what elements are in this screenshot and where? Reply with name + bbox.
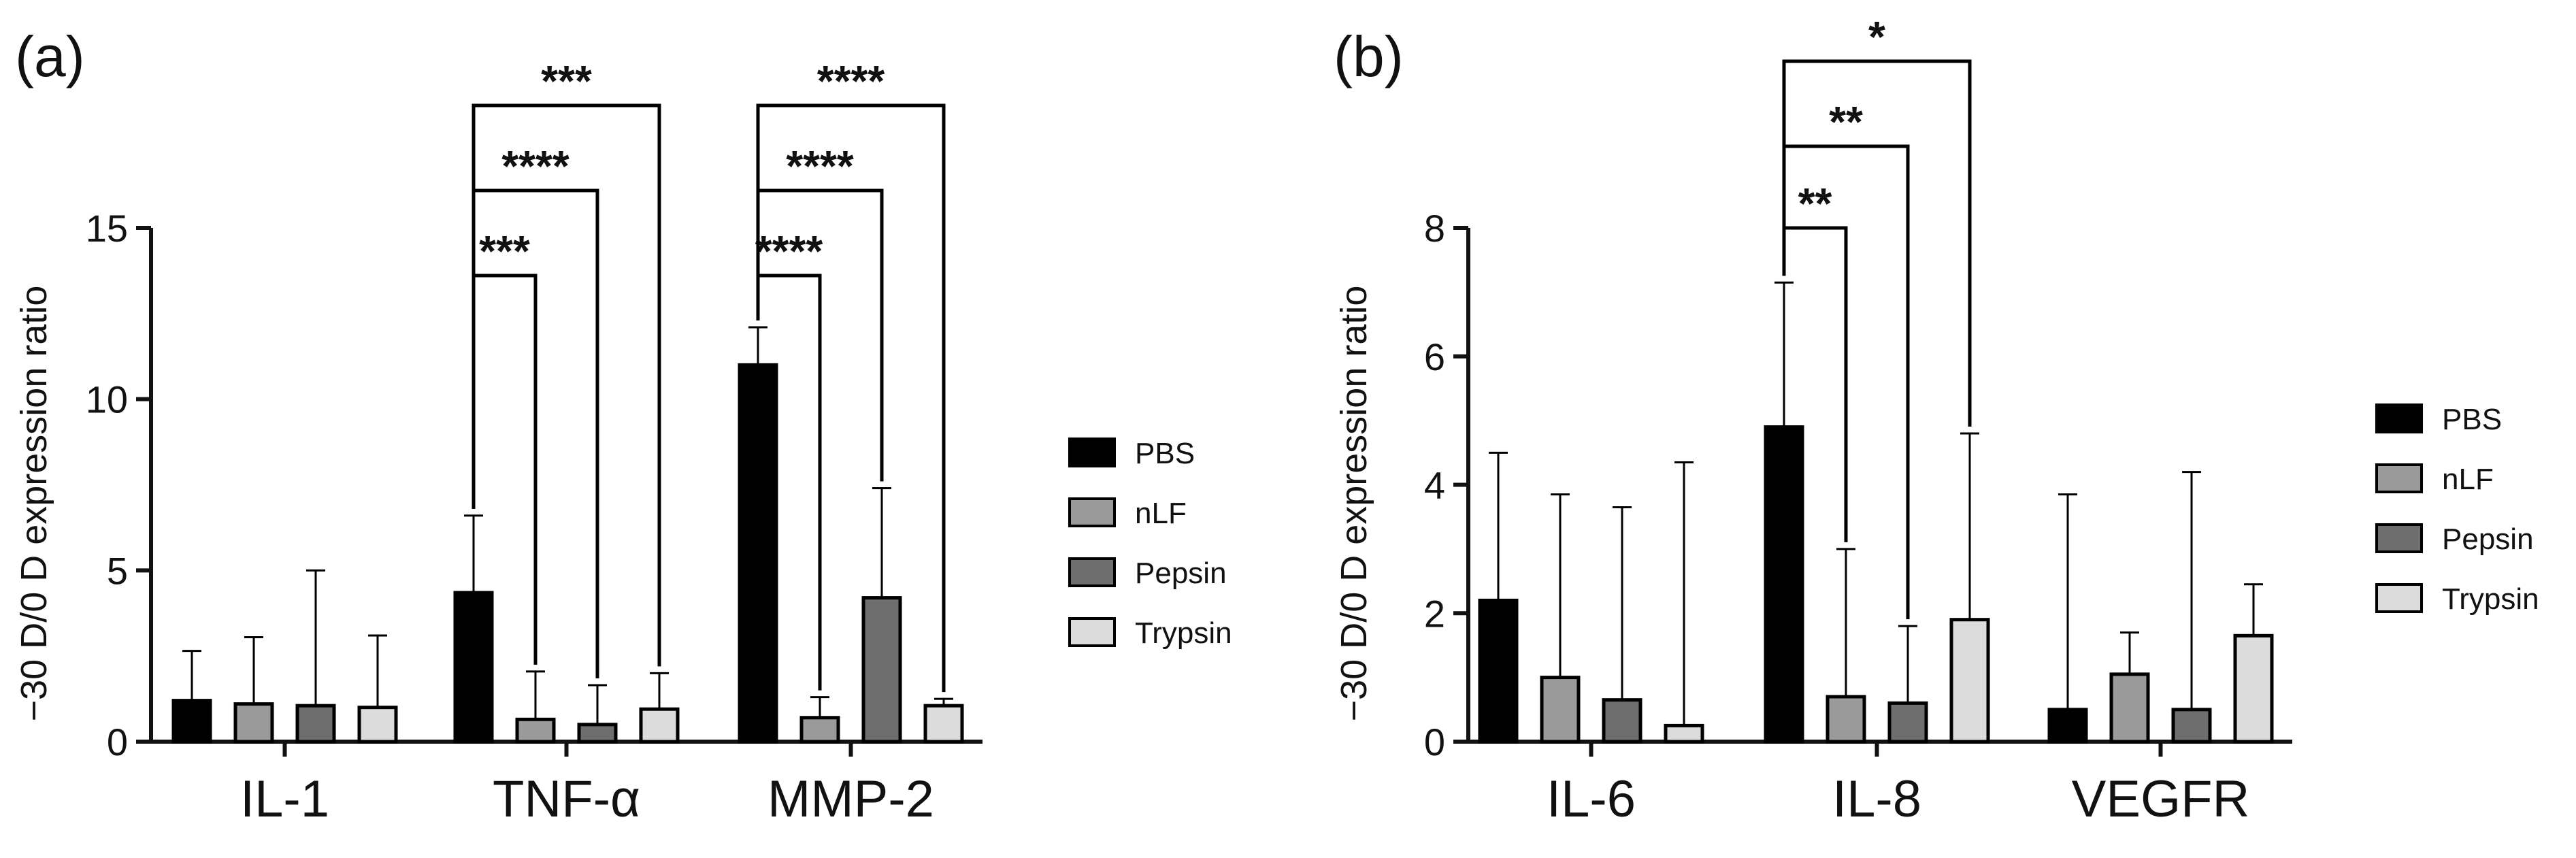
panel-b-significance-label: * <box>1868 12 1885 61</box>
panel-a-y-tick-label: 10 <box>86 378 128 421</box>
panel-a-legend-label: nLF <box>1135 497 1187 530</box>
panel-b-legend-label: Trypsin <box>2442 582 2539 616</box>
panel-a-bar-pepsin <box>295 704 336 744</box>
panel-b-label: (b) <box>1334 24 1404 88</box>
panel-a-y-tick-label: 0 <box>107 721 128 763</box>
panel-b-bar-trypsin <box>1949 618 1990 744</box>
panel-b-legend-swatch-trypsin <box>2375 583 2423 613</box>
panel-b-bar-pbs <box>1764 425 1804 744</box>
panel-a-label: (a) <box>15 24 85 88</box>
panel-b-legend-swatch-nlf <box>2375 463 2423 493</box>
panel-b-significance-label: ** <box>1829 97 1863 146</box>
panel-b-bar-nlf <box>2109 672 2150 744</box>
panel-a-bar-pbs <box>453 591 494 744</box>
panel-a-significance-label: **** <box>501 142 569 191</box>
panel-b-legend-label: Pepsin <box>2442 523 2534 556</box>
panel-b-bar-trypsin <box>2233 633 2274 744</box>
panel-b-bar-trypsin <box>1664 723 1704 744</box>
panel-b-y-tick-label: 8 <box>1424 207 1445 250</box>
panel-b-bar-pepsin <box>1602 698 1642 744</box>
panel-a-legend-label: Trypsin <box>1135 616 1232 650</box>
panel-a-bar-trypsin <box>639 707 680 744</box>
panel-b-bar-pepsin <box>2171 708 2212 744</box>
panel-a-significance-label: *** <box>479 227 530 276</box>
panel-a-legend-swatch-trypsin <box>1068 617 1116 647</box>
panel-a-bar-pbs <box>738 363 778 744</box>
panel-b-legend-label: nLF <box>2442 463 2494 496</box>
panel-a-bar-nlf <box>799 716 840 744</box>
panel-b-category-label: IL-6 <box>1547 770 1636 828</box>
panel-b-bar-pbs <box>2047 708 2088 744</box>
panel-a-category-label: TNF-α <box>493 770 640 828</box>
panel-b-bar-nlf <box>1540 676 1581 744</box>
panel-a-bar-pbs <box>171 699 212 744</box>
panel-a-category-label: MMP-2 <box>767 770 934 828</box>
panel-a-bar-trypsin <box>357 706 398 744</box>
panel-a-significance-label: **** <box>817 56 885 105</box>
panel-a-legend-swatch-pepsin <box>1068 557 1116 587</box>
panel-a-significance-label: **** <box>786 142 854 191</box>
panel-a-significance-bracket <box>756 103 946 693</box>
panel-a-bar-pepsin <box>861 596 902 744</box>
panel-a-bar-trypsin <box>923 704 964 744</box>
panel-a-significance-label: **** <box>755 227 823 276</box>
panel-b-bar-nlf <box>1826 695 1866 744</box>
panel-b-significance-label: ** <box>1798 179 1832 228</box>
panel-b-legend-swatch-pbs <box>2375 403 2423 433</box>
panel-b-legend-swatch-pepsin <box>2375 523 2423 553</box>
panel-a-y-axis-title: −30 D/0 D expression ratio <box>14 286 54 722</box>
panel-b-bar-pbs <box>1478 598 1519 744</box>
panel-b-y-tick-label: 6 <box>1424 335 1445 378</box>
panel-a-bar-pepsin <box>577 723 618 744</box>
panel-b-y-tick-label: 0 <box>1424 721 1445 763</box>
panel-a-bar-nlf <box>233 702 274 744</box>
panel-b-category-label: VEGFR <box>2072 770 2250 828</box>
panel-a-legend-swatch-pbs <box>1068 438 1116 467</box>
panel-b-y-tick-label: 4 <box>1424 464 1445 507</box>
panel-a-significance-label: *** <box>541 56 592 105</box>
panel-b-bar-pepsin <box>1887 701 1928 744</box>
panel-a-category-label: IL-1 <box>240 770 329 828</box>
panel-a-y-tick-label: 5 <box>107 549 128 592</box>
panel-a-y-tick-label: 15 <box>86 207 128 250</box>
panel-a-bar-nlf <box>515 717 556 744</box>
panel-b-significance-bracket <box>1782 59 1972 427</box>
panel-a-legend-label: Pepsin <box>1135 557 1227 590</box>
panel-a-significance-bracket <box>472 103 661 667</box>
panel-b-legend-label: PBS <box>2442 403 2502 436</box>
panel-b-y-axis-title: −30 D/0 D expression ratio <box>1334 286 1374 722</box>
panel-b-category-label: IL-8 <box>1832 770 1921 828</box>
panel-b-y-tick-label: 2 <box>1424 592 1445 635</box>
panel-a-legend-swatch-nlf <box>1068 497 1116 527</box>
panel-a-legend-label: PBS <box>1135 437 1195 470</box>
